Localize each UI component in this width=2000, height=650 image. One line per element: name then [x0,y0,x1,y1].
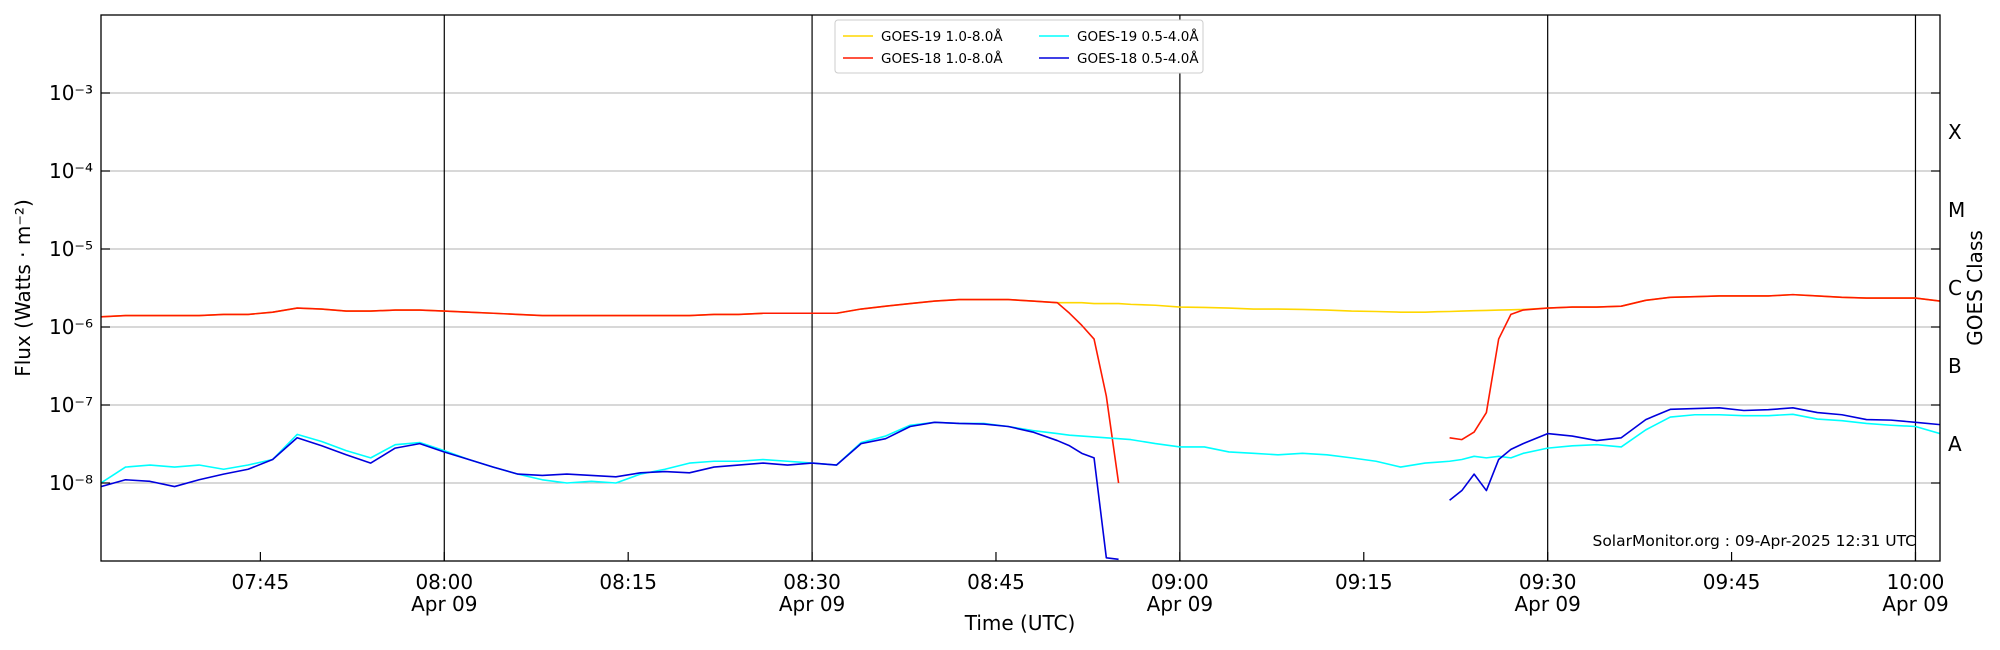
x-tick-label: Apr 09 [1147,592,1213,616]
y-tick-label: 10⁻⁶ [49,315,93,339]
y2-tick-label: B [1948,354,1962,378]
x-tick-label: 08:30 [783,570,841,594]
x-tick-label: 09:00 [1151,570,1209,594]
legend-label: GOES-18 1.0-8.0Å [881,50,1003,67]
x-tick-label: Apr 09 [411,592,477,616]
grid [101,15,1940,561]
x-tick-label: 08:45 [967,570,1025,594]
x-axis-label: Time (UTC) [964,611,1076,635]
legend-label: GOES-18 0.5-4.0Å [1077,50,1199,67]
plot-frame [100,14,1941,562]
y-tick-label: 10⁻⁷ [49,393,93,417]
x-tick-label: 07:45 [232,570,290,594]
series-line [101,293,1940,484]
plot-lines [101,293,1940,561]
y-tick-label: 10⁻³ [49,81,93,105]
y-tick-label: 10⁻⁵ [49,237,93,261]
x-tick-label: 09:45 [1703,570,1761,594]
x-tick-label: Apr 09 [1882,592,1948,616]
legend-label: GOES-19 0.5-4.0Å [1077,28,1199,45]
legend-box [834,19,1204,74]
series-line [101,413,1940,484]
x-tick-label: 09:30 [1519,570,1577,594]
y2-tick-label: M [1948,198,1965,222]
y2-tick-label: A [1948,432,1962,456]
y-tick-label: 10⁻⁸ [49,471,93,495]
y2-axis-label: GOES Class [1963,230,1987,346]
x-tick-label: Apr 09 [779,592,845,616]
x-tick-label: 10:00 [1887,570,1945,594]
y2-tick-label: C [1948,276,1962,300]
x-tick-label: Apr 09 [1514,592,1580,616]
legend-label: GOES-19 1.0-8.0Å [881,28,1003,45]
x-tick-label: 09:15 [1335,570,1393,594]
series-line [101,407,1940,561]
y-axis-label: Flux (Watts · m⁻²) [11,199,35,377]
x-tick-label: 08:00 [415,570,473,594]
legend: GOES-19 1.0-8.0Å GOES-18 1.0-8.0Å GOES-19 … [834,19,1204,74]
y-tick-label: 10⁻⁴ [49,159,93,183]
annotation: SolarMonitor.org : 09-Apr-2025 12:31 UTC [1592,532,1916,550]
x-tick-label: 08:15 [599,570,657,594]
y2-tick-label: X [1948,120,1962,144]
